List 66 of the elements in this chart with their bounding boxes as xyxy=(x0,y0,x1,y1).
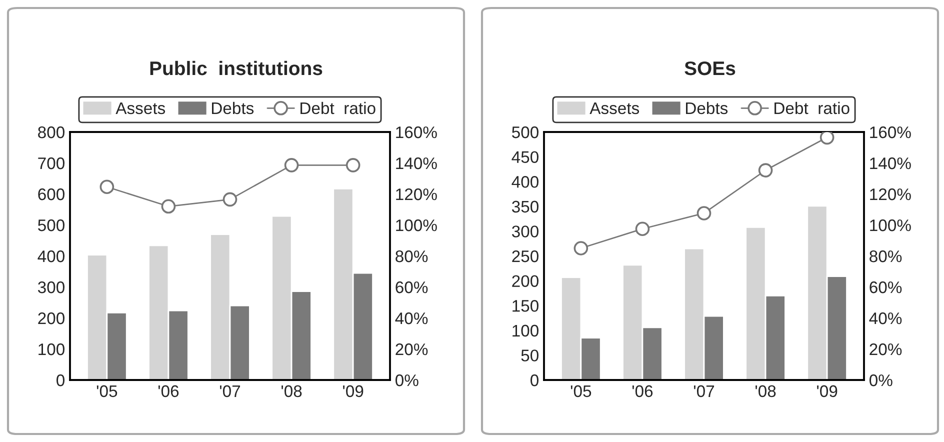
point xyxy=(346,158,360,172)
y-tick-label: 300 xyxy=(512,226,538,238)
point xyxy=(758,163,773,178)
y2-tick-label: 120% xyxy=(870,188,911,200)
x-tick-label: '07 xyxy=(694,385,714,398)
y2-tick-label: 60% xyxy=(396,281,428,294)
point xyxy=(100,180,114,194)
y2-tick-label: 160% xyxy=(870,126,911,138)
point xyxy=(284,158,299,172)
y-tick-label: 0 xyxy=(530,374,538,386)
x-tick-label: '08 xyxy=(756,385,776,398)
y-tick-label: 500 xyxy=(512,126,538,138)
point xyxy=(161,199,176,214)
legend-label: Debts xyxy=(212,102,254,114)
legend-label: Assets xyxy=(116,102,166,114)
y2-tick-label: 40% xyxy=(395,312,428,324)
chart-title: SOEs xyxy=(684,61,736,76)
y-tick-label: 450 xyxy=(512,151,538,164)
x-tick-label: '06 xyxy=(632,385,653,398)
y-tick-label: 400 xyxy=(512,176,538,188)
y2-tick-label: 140% xyxy=(396,157,437,170)
legend-label: Debts xyxy=(686,102,728,114)
legend-label: Debt ratio xyxy=(774,102,850,114)
x-tick-label: '06 xyxy=(158,385,179,398)
y2-tick-label: 40% xyxy=(869,312,902,324)
x-tick-label: '08 xyxy=(282,385,302,398)
y-tick-label: 800 xyxy=(38,126,64,138)
y-tick-label: 200 xyxy=(38,312,64,324)
y2-tick-label: 0% xyxy=(870,374,892,386)
y2-tick-label: 120% xyxy=(396,188,437,200)
y2-tick-label: 20% xyxy=(870,343,902,356)
y-tick-label: 500 xyxy=(38,219,64,232)
y-tick-label: 200 xyxy=(512,275,538,288)
y2-tick-label: 80% xyxy=(870,250,902,262)
y-tick-label: 0 xyxy=(56,374,64,386)
y-tick-label: 50 xyxy=(521,350,538,362)
y2-tick-label: 100% xyxy=(870,219,911,232)
y2-tick-label: 100% xyxy=(396,219,437,232)
y2-tick-label: 0% xyxy=(396,374,418,386)
point xyxy=(696,206,712,220)
y2-tick-label: 140% xyxy=(870,157,911,170)
chart-title: Public institutions xyxy=(150,60,322,76)
x-tick-label: '05 xyxy=(570,385,592,398)
y2-tick-label: 20% xyxy=(396,343,428,356)
y-tick-label: 250 xyxy=(512,250,538,262)
y-tick-label: 350 xyxy=(512,200,538,213)
y-tick-label: 700 xyxy=(38,157,64,170)
point xyxy=(635,222,650,236)
point xyxy=(574,241,588,256)
y2-tick-label: 60% xyxy=(870,281,902,294)
legend-label: Debt ratio xyxy=(300,102,376,114)
x-tick-label: '07 xyxy=(220,385,240,398)
y2-tick-label: 160% xyxy=(396,126,437,138)
y2-tick-label: 80% xyxy=(396,250,428,262)
x-tick-label: '05 xyxy=(96,385,118,398)
legend-label: Assets xyxy=(590,102,640,114)
y-tick-label: 100 xyxy=(512,324,538,337)
x-tick-label: '09 xyxy=(817,385,838,398)
y-tick-label: 600 xyxy=(38,188,64,200)
y-tick-label: 100 xyxy=(38,343,64,356)
y-tick-label: 300 xyxy=(38,281,64,294)
y-tick-label: 400 xyxy=(38,250,64,262)
point xyxy=(820,132,834,145)
point xyxy=(222,192,238,207)
y-tick-label: 150 xyxy=(512,300,538,312)
x-tick-label: '09 xyxy=(343,385,364,398)
